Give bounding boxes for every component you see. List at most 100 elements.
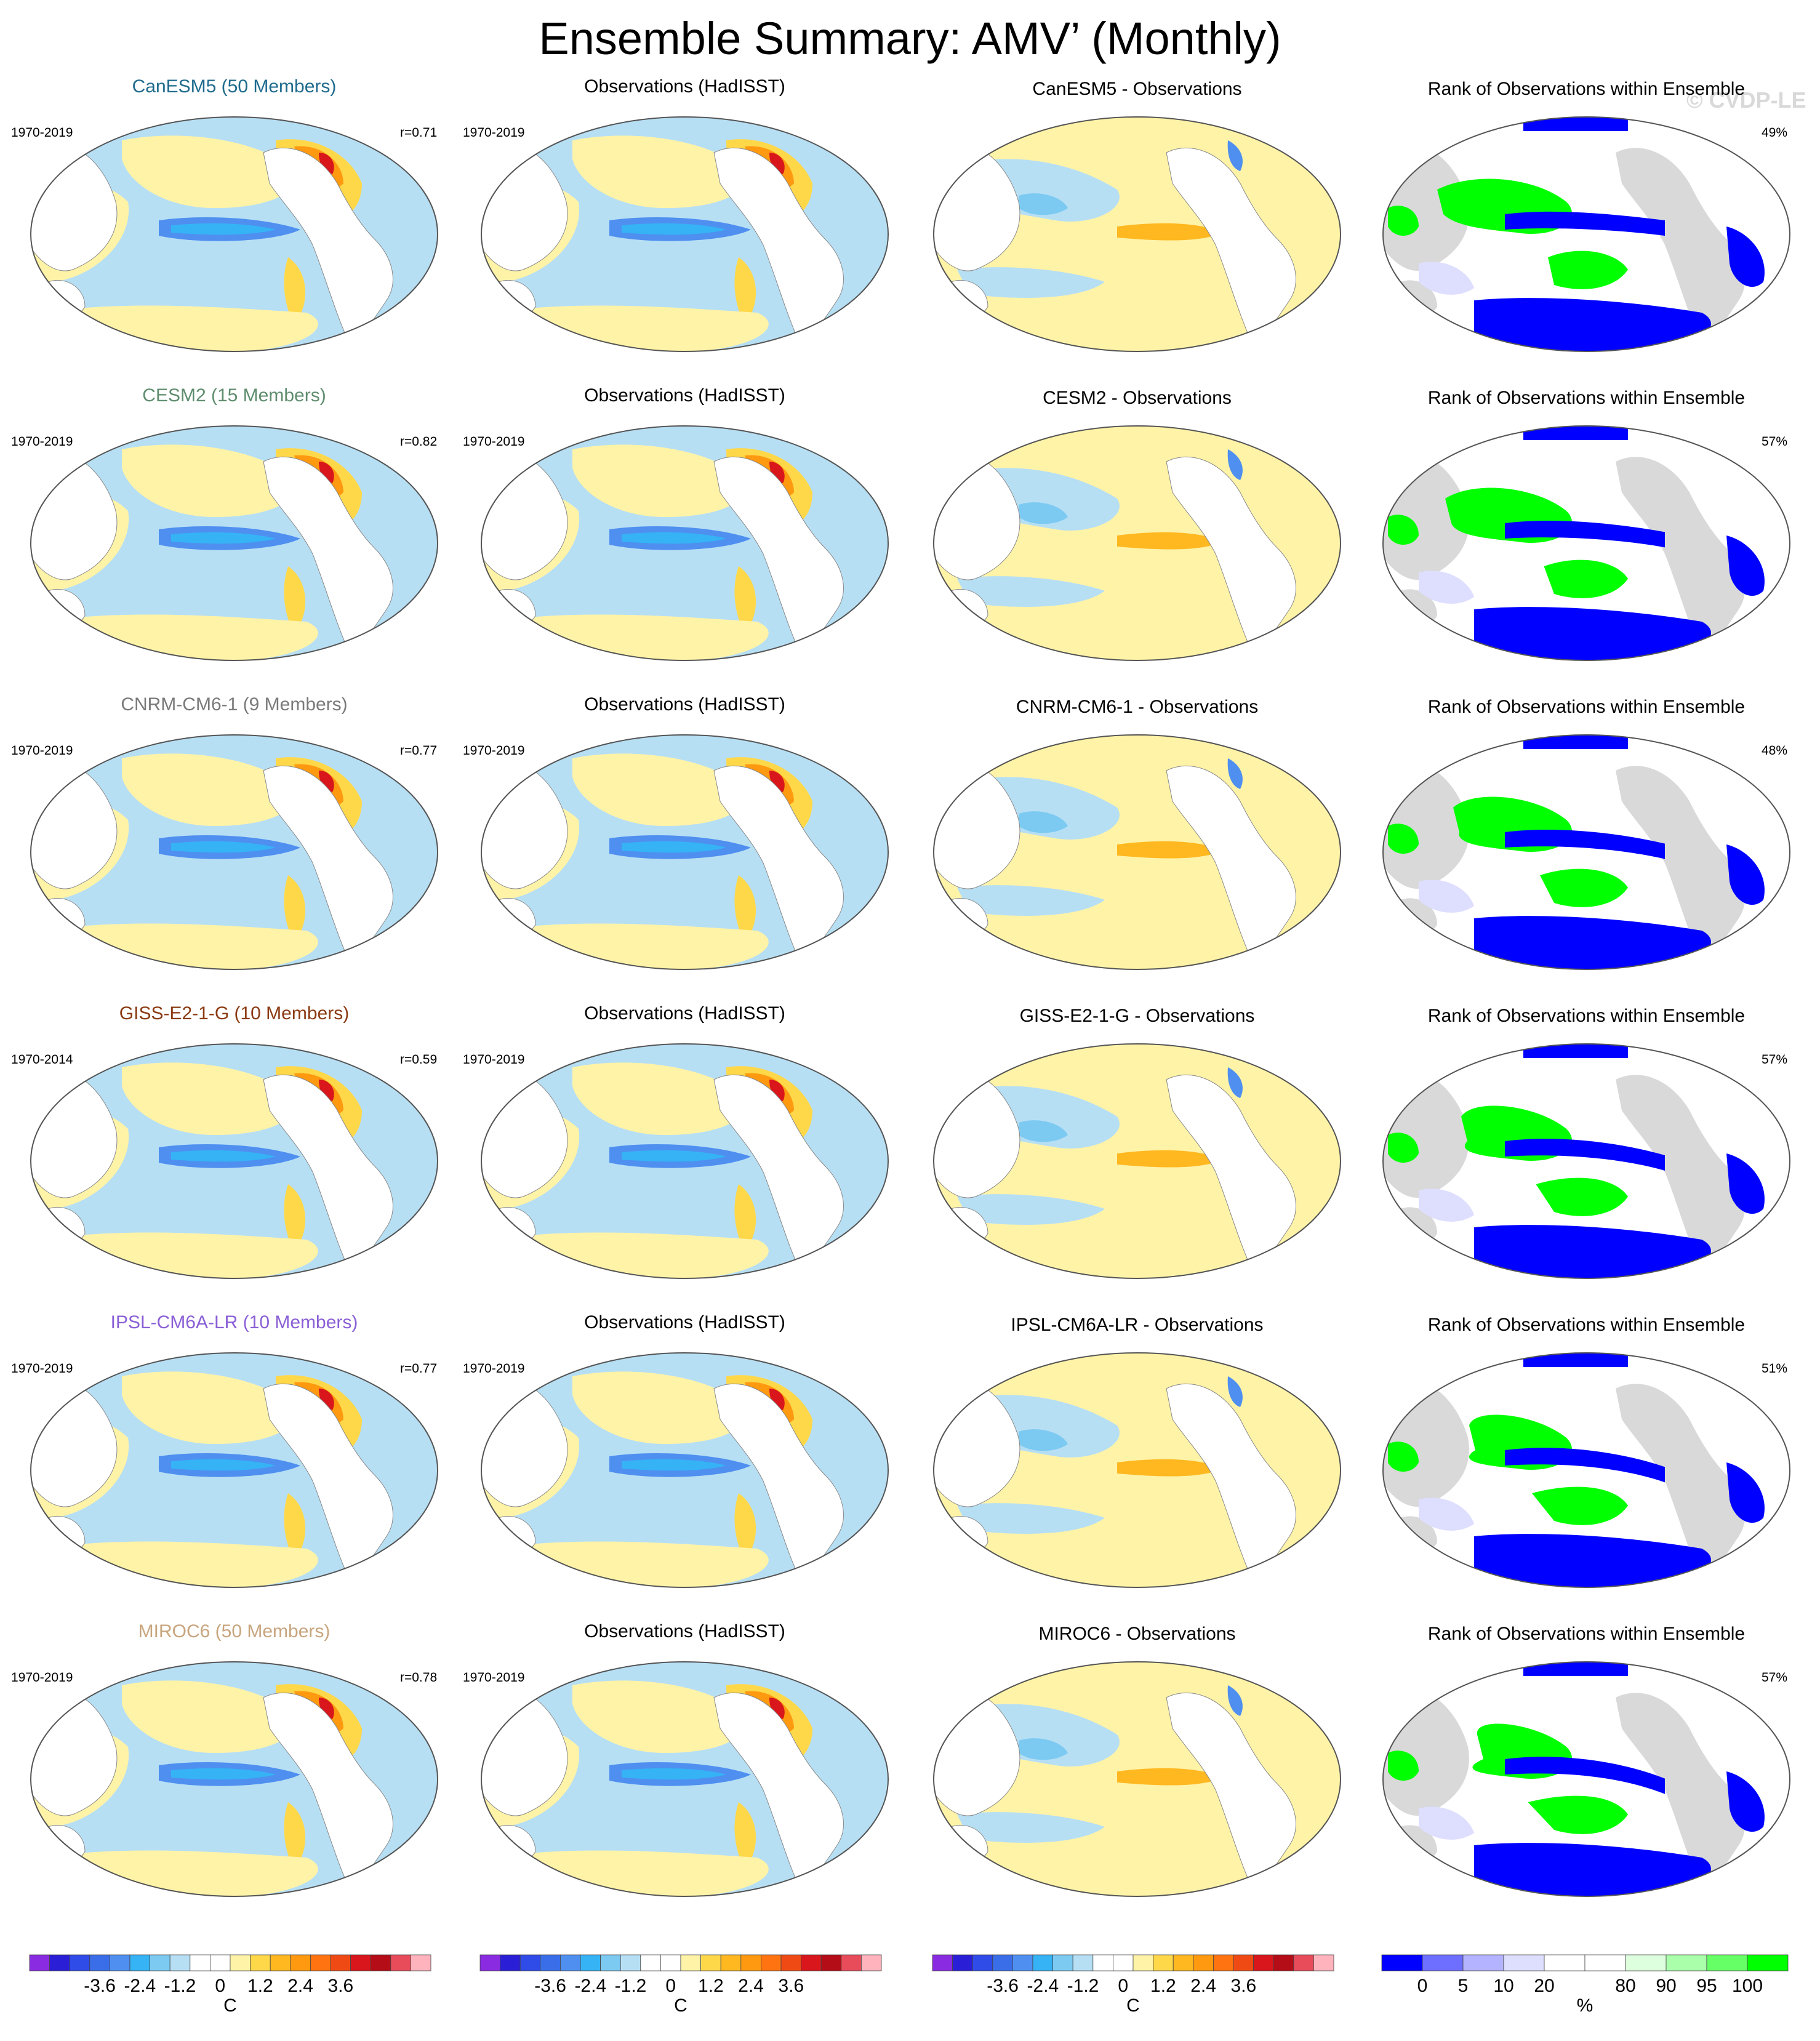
colorbar-tick-label: 5 [1457, 1976, 1469, 1996]
colorbar-swatch [600, 1954, 621, 1971]
colorbar-tick-label: 90 [1656, 1976, 1677, 1996]
rank-percent-label: 57% [1762, 1670, 1788, 1685]
sst-colorbar [479, 1954, 882, 1971]
colorbar-swatch [1112, 1954, 1134, 1971]
colorbar-swatch [500, 1954, 521, 1971]
colorbar-swatch [640, 1954, 661, 1971]
model-period-label: 1970-2019 [11, 126, 73, 140]
colorbar-tick-label: 0 [665, 1976, 676, 1996]
colorbar-tick-label: 0 [1417, 1976, 1428, 1996]
rank-percent-label: 51% [1762, 1361, 1788, 1376]
colorbar-swatch [370, 1954, 391, 1971]
colorbar-tick-label: -1.2 [164, 1976, 196, 1996]
cvdp-watermark: © CVDP-LE [1686, 87, 1806, 113]
colorbar-swatch [109, 1954, 130, 1971]
colorbar-swatch [1584, 1954, 1626, 1971]
obs-map [481, 116, 889, 352]
sst-colorbar [932, 1954, 1334, 1971]
colorbar-swatch [89, 1954, 110, 1971]
rank-panel-title: Rank of Observations within Ensemble [1427, 1006, 1746, 1026]
rank-map [1382, 734, 1790, 970]
colorbar-swatch [1544, 1954, 1585, 1971]
colorbar-swatch [150, 1954, 170, 1971]
model-period-label: 1970-2019 [11, 1670, 73, 1685]
obs-map [481, 734, 889, 970]
colorbar-tick-label: 2.4 [738, 1976, 764, 1996]
colorbar-swatch [310, 1954, 331, 1971]
colorbar-swatch [1092, 1954, 1113, 1971]
colorbar-unit-label: C [674, 1995, 688, 2016]
rank-percent-label: 48% [1762, 744, 1788, 758]
colorbar-swatch [1132, 1954, 1153, 1971]
colorbar-swatch [29, 1954, 50, 1971]
colorbar-swatch [660, 1954, 681, 1971]
colorbar-swatch [820, 1954, 842, 1971]
colorbar-tick-label: 1.2 [247, 1976, 273, 1996]
rank-panel-title: Rank of Observations within Ensemble [1427, 79, 1746, 99]
model-panel-title: CNRM-CM6-1 (9 Members) [121, 694, 348, 715]
colorbar-swatch [932, 1954, 953, 1971]
rank-map [1382, 1043, 1790, 1279]
model-map [30, 1661, 438, 1897]
model-map [30, 1043, 438, 1279]
model-period-label: 1970-2019 [11, 1361, 73, 1376]
colorbar-swatch [760, 1954, 782, 1971]
correlation-label: r=0.77 [400, 1361, 438, 1376]
colorbar-swatch [580, 1954, 601, 1971]
rank-panel-title: Rank of Observations within Ensemble [1427, 1315, 1746, 1335]
colorbar-swatch [1273, 1954, 1294, 1971]
model-panel-title: GISS-E2-1-G (10 Members) [119, 1003, 350, 1024]
colorbar-swatch [1253, 1954, 1274, 1971]
colorbar-swatch [1422, 1954, 1464, 1971]
colorbar-swatch [1747, 1954, 1789, 1971]
obs-period-label: 1970-2019 [463, 435, 525, 449]
colorbar-swatch [49, 1954, 70, 1971]
model-panel-title: IPSL-CM6A-LR (10 Members) [110, 1312, 358, 1333]
colorbar-tick-label: -3.6 [987, 1976, 1019, 1996]
obs-panel-title: Observations (HadISST) [584, 385, 785, 406]
colorbar-swatch [1213, 1954, 1234, 1971]
rank-map [1382, 1661, 1790, 1897]
diff-panel-title: CNRM-CM6-1 - Observations [1016, 697, 1259, 717]
colorbar-tick-label: 0 [1118, 1976, 1129, 1996]
colorbar-tick-label: 0 [215, 1976, 226, 1996]
colorbar-swatch [1503, 1954, 1545, 1971]
colorbar-swatch [390, 1954, 411, 1971]
colorbar-swatch [250, 1954, 271, 1971]
colorbar-tick-label: 3.6 [778, 1976, 804, 1996]
colorbar-swatch [1313, 1954, 1334, 1971]
colorbar-swatch [69, 1954, 90, 1971]
rank-map [1382, 425, 1790, 661]
colorbar-tick-label: 10 [1493, 1976, 1514, 1996]
colorbar-tick-label: 1.2 [698, 1976, 724, 1996]
colorbar-tick-label: 80 [1615, 1976, 1636, 1996]
obs-period-label: 1970-2019 [463, 1670, 525, 1685]
rank-panel-title: Rank of Observations within Ensemble [1427, 388, 1746, 408]
obs-period-label: 1970-2019 [463, 1053, 525, 1067]
colorbar-swatch [1381, 1954, 1423, 1971]
colorbar-swatch [780, 1954, 801, 1971]
rank-percent-label: 49% [1762, 126, 1788, 140]
diff-panel-title: GISS-E2-1-G - Observations [1019, 1006, 1255, 1026]
model-period-label: 1970-2019 [11, 435, 73, 449]
colorbar-tick-label: 20 [1534, 1976, 1555, 1996]
diff-map [933, 734, 1341, 970]
obs-period-label: 1970-2019 [463, 126, 525, 140]
colorbar-tick-label: 3.6 [327, 1976, 354, 1996]
diff-panel-title: MIROC6 - Observations [1038, 1624, 1236, 1644]
colorbar-tick-label: -2.4 [1027, 1976, 1059, 1996]
model-map [30, 116, 438, 352]
colorbar-swatch [1233, 1954, 1254, 1971]
colorbar-swatch [270, 1954, 291, 1971]
colorbar-swatch [972, 1954, 993, 1971]
colorbar-swatch [479, 1954, 500, 1971]
colorbar-swatch [1012, 1954, 1033, 1971]
diff-map [933, 1661, 1341, 1897]
correlation-label: r=0.78 [400, 1670, 438, 1685]
colorbar-swatch [330, 1954, 351, 1971]
colorbar-tick-label: -1.2 [1067, 1976, 1099, 1996]
colorbar-tick-label: 95 [1696, 1976, 1717, 1996]
colorbar-swatch [1173, 1954, 1194, 1971]
model-period-label: 1970-2019 [11, 744, 73, 758]
colorbar-swatch [1072, 1954, 1094, 1971]
